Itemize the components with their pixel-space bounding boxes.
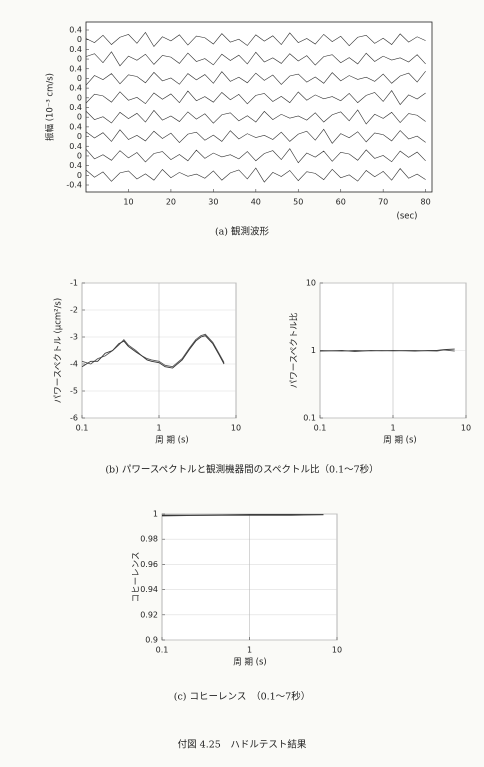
y-tick-label: -6 (70, 414, 78, 423)
caption-b: (b) パワースペクトルと観測機器間のスペクトル比（0.1〜7秒） (105, 464, 378, 476)
y-tick-label: -5 (70, 387, 78, 396)
y-tick-label: 0.4 (69, 26, 82, 35)
y-tick-label: 0.4 (69, 142, 82, 151)
y-axis-label: 振幅 (10⁻³ cm/s) (45, 73, 56, 141)
x-tick-label: 10 (231, 424, 241, 433)
y-tick-label: 0.9 (145, 636, 158, 645)
data-line (319, 349, 455, 352)
y-tick-label: -1 (70, 279, 78, 288)
data-line (161, 514, 324, 517)
data-line (85, 128, 426, 144)
x-tick-label: 10 (123, 198, 133, 207)
y-tick-label: 0.4 (69, 103, 82, 112)
x-tick-label: 30 (208, 198, 218, 207)
y-tick-label: 0.94 (140, 585, 158, 594)
y-tick-label: -4 (70, 360, 78, 369)
x-tick-label: 80 (421, 198, 431, 207)
y-tick-label: 10 (306, 279, 316, 288)
caption-c: (c) コヒーレンス （0.1〜7秒） (174, 691, 310, 703)
y-tick-label: -3 (70, 333, 78, 342)
data-line (81, 333, 225, 368)
data-line (85, 70, 426, 86)
y-tick-label: 0.4 (69, 64, 82, 73)
y-axis-label: コヒーレンス (132, 552, 142, 603)
y-tick-label: 0 (77, 35, 82, 44)
y-axis-label: パワースペクトル比 (289, 313, 300, 388)
x-axis-label: (sec) (397, 212, 418, 222)
y-tick-label: 0.92 (140, 610, 158, 619)
x-tick-label: 1 (156, 424, 161, 433)
data-line (81, 335, 225, 369)
y-tick-label: 0.4 (69, 84, 82, 93)
y-tick-label: 0 (77, 132, 82, 141)
data-line (85, 109, 426, 125)
figure-caption: 付図 4.25 ハドルテスト結果 (178, 739, 307, 751)
x-tick-label: 10 (332, 646, 342, 655)
y-tick-label: 0.96 (140, 560, 158, 569)
plot-area (85, 21, 433, 193)
y-tick-label: 0 (77, 171, 82, 180)
y-tick-label: 0.98 (140, 535, 158, 544)
x-axis-label: 周 期 (s) (233, 658, 266, 668)
y-tick-label: 0.1 (303, 414, 316, 423)
y-tick-label: 1 (311, 346, 316, 355)
data-line (85, 167, 426, 183)
x-tick-label: 40 (251, 198, 261, 207)
x-axis-label: 周 期 (s) (155, 436, 188, 446)
y-tick-label: 0 (77, 93, 82, 102)
y-axis-label: パワースペクトル (μcm²/s) (54, 298, 64, 403)
x-tick-label: 0.1 (76, 424, 89, 433)
data-line (85, 31, 426, 47)
data-line (85, 90, 426, 106)
x-tick-label: 1 (247, 646, 252, 655)
x-tick-label: 20 (166, 198, 176, 207)
x-tick-label: 1 (390, 424, 395, 433)
x-tick-label: 50 (293, 198, 303, 207)
y-tick-label: 0 (77, 74, 82, 83)
x-axis-label: 周 期 (s) (383, 436, 416, 446)
y-tick-label: -0.4 (66, 181, 82, 190)
y-tick-label: 0.4 (69, 45, 82, 54)
x-tick-label: 0.1 (314, 424, 327, 433)
y-tick-label: 1 (153, 510, 158, 519)
y-tick-label: -2 (70, 306, 78, 315)
y-tick-label: 0 (77, 55, 82, 64)
x-tick-label: 10 (461, 424, 471, 433)
x-tick-label: 0.1 (156, 646, 169, 655)
x-tick-label: 60 (336, 198, 346, 207)
y-tick-label: 0 (77, 151, 82, 160)
x-tick-label: 70 (378, 198, 388, 207)
y-tick-label: 0.4 (69, 122, 82, 131)
data-line (85, 51, 426, 67)
y-tick-label: 0 (77, 113, 82, 122)
caption-a: (a) 観測波形 (215, 226, 270, 238)
data-line (85, 148, 426, 164)
y-tick-label: 0.4 (69, 161, 82, 170)
